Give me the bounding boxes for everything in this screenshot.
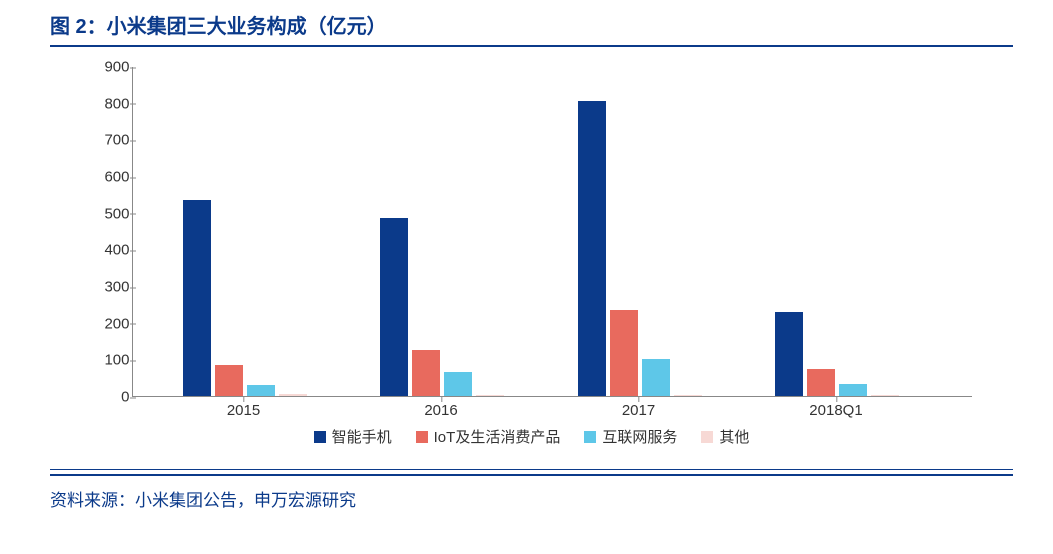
plot-region (132, 67, 972, 397)
bar (578, 101, 606, 396)
legend-item: IoT及生活消费产品 (416, 426, 561, 447)
footer-rule-thin (50, 469, 1013, 470)
bar (839, 384, 867, 396)
legend-item: 智能手机 (314, 426, 392, 447)
x-tick-label: 2018Q1 (809, 402, 862, 419)
bar (412, 350, 440, 396)
y-tick-label: 200 (72, 315, 130, 332)
bar (247, 385, 275, 396)
y-tick-label: 400 (72, 242, 130, 259)
bar (871, 395, 899, 396)
chart-title-row: 图 2：小米集团三大业务构成（亿元） (50, 10, 1013, 47)
bar (642, 359, 670, 396)
legend-swatch (416, 431, 428, 443)
y-tick-label: 500 (72, 205, 130, 222)
legend-item: 其他 (701, 426, 749, 447)
y-tick-label: 300 (72, 279, 130, 296)
bar (807, 369, 835, 397)
y-tick-label: 600 (72, 169, 130, 186)
legend-item: 互联网服务 (584, 426, 677, 447)
y-tick-label: 0 (72, 389, 130, 406)
x-tick-label: 2016 (424, 402, 457, 419)
bar (444, 372, 472, 396)
bar (775, 312, 803, 396)
bar (610, 310, 638, 396)
y-tick-label: 900 (72, 59, 130, 76)
bar (476, 395, 504, 396)
chart-area: 智能手机 IoT及生活消费产品 互联网服务 其他 0 100 200 300 400 500 60… (72, 67, 992, 447)
x-tick-label: 2017 (622, 402, 655, 419)
bar (183, 200, 211, 396)
bar (674, 395, 702, 396)
chart-title: 图 2：小米集团三大业务构成（亿元） (50, 10, 1013, 39)
legend-swatch (584, 431, 596, 443)
legend-label: 互联网服务 (602, 426, 677, 447)
legend-label: 智能手机 (332, 426, 392, 447)
bar (380, 218, 408, 396)
legend: 智能手机 IoT及生活消费产品 互联网服务 其他 (72, 426, 992, 447)
x-tick-label: 2015 (227, 402, 260, 419)
source-text: 资料来源：小米集团公告，申万宏源研究 (50, 486, 1013, 511)
legend-swatch (314, 431, 326, 443)
legend-label: 其他 (719, 426, 749, 447)
bar (215, 365, 243, 396)
legend-label: IoT及生活消费产品 (434, 426, 561, 447)
y-tick-label: 700 (72, 132, 130, 149)
y-tick-label: 100 (72, 352, 130, 369)
footer-rule-thick (50, 474, 1013, 476)
legend-swatch (701, 431, 713, 443)
y-tick-label: 800 (72, 95, 130, 112)
bar (279, 394, 307, 396)
